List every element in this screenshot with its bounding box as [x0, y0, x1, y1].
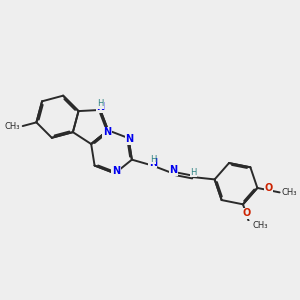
Text: H: H [97, 99, 103, 108]
Text: N: N [96, 102, 104, 112]
Text: N: N [112, 166, 120, 176]
Text: CH₃: CH₃ [252, 221, 268, 230]
Text: O: O [242, 208, 251, 218]
Text: N: N [149, 158, 157, 168]
Text: N: N [103, 128, 111, 137]
Text: H: H [190, 168, 197, 177]
Text: N: N [125, 134, 134, 144]
Text: H: H [150, 155, 156, 164]
Text: O: O [264, 183, 273, 194]
Text: CH₃: CH₃ [4, 122, 20, 130]
Text: CH₃: CH₃ [281, 188, 297, 197]
Text: N: N [169, 166, 177, 176]
